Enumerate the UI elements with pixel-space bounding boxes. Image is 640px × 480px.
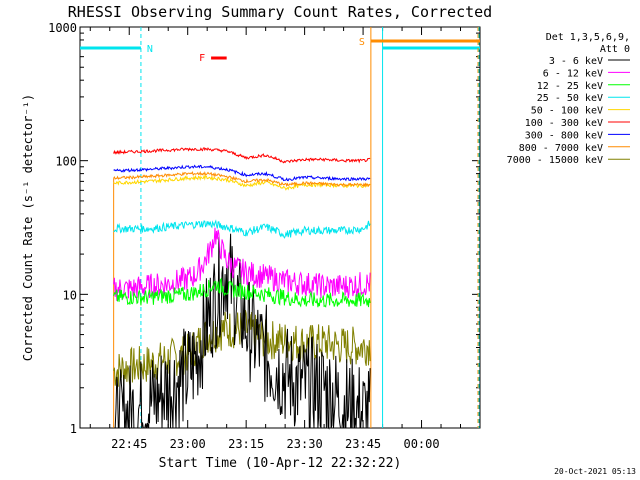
plot-frame: [79, 26, 481, 429]
legend-label: 6 - 12 keV: [543, 68, 603, 79]
legend-header: Det 1,3,5,6,9,: [546, 32, 630, 43]
x-axis-label: Start Time (10-Apr-12 22:32:22): [159, 456, 402, 471]
chart-title: RHESSI Observing Summary Count Rates, Co…: [68, 3, 492, 21]
flag-label-n: N: [147, 44, 153, 55]
series-line-12-25-kev: [113, 277, 371, 308]
legend-label: 50 - 100 keV: [531, 106, 603, 117]
legend-label: 100 - 300 keV: [525, 118, 603, 129]
x-tick-label: 23:30: [287, 437, 323, 451]
legend-label: 12 - 25 keV: [537, 81, 603, 92]
series-line-800-7000-kev: [113, 170, 371, 188]
series-line-25-50-kev: [113, 219, 371, 239]
legend-label: 800 - 7000 keV: [519, 143, 603, 154]
x-tick-label: 22:45: [111, 437, 147, 451]
y-tick-label: 100: [55, 155, 77, 169]
series-line-6-12-kev: [113, 227, 371, 301]
series-line-50-100-kev: [113, 173, 371, 191]
flag-label-s: S: [359, 37, 365, 48]
legend-label: 3 - 6 keV: [549, 56, 603, 67]
y-tick-label: 1000: [48, 21, 77, 35]
series-line-100-300-kev: [113, 147, 371, 164]
series-line-3-6-kev: [113, 233, 371, 430]
x-tick-label: 23:15: [228, 437, 264, 451]
legend-label: 25 - 50 keV: [537, 93, 603, 104]
legend-label: 300 - 800 keV: [525, 130, 603, 141]
x-tick-label: 23:00: [170, 437, 206, 451]
footer-date: 20-Oct-2021 05:13: [554, 467, 636, 476]
flag-label-f: F: [199, 53, 205, 64]
x-tick-label: 23:45: [345, 437, 381, 451]
y-tick-label: 1: [70, 422, 77, 436]
legend-header: Att 0: [600, 44, 630, 55]
series-line-7000-15000-kev: [113, 309, 371, 387]
series-line-300-800-kev: [113, 164, 371, 182]
x-tick-label: 00:00: [403, 437, 439, 451]
y-tick-label: 10: [63, 288, 77, 302]
legend-label: 7000 - 15000 keV: [507, 155, 603, 166]
y-axis-label: Corrected Count Rate (s⁻¹ detector⁻¹): [21, 94, 35, 361]
